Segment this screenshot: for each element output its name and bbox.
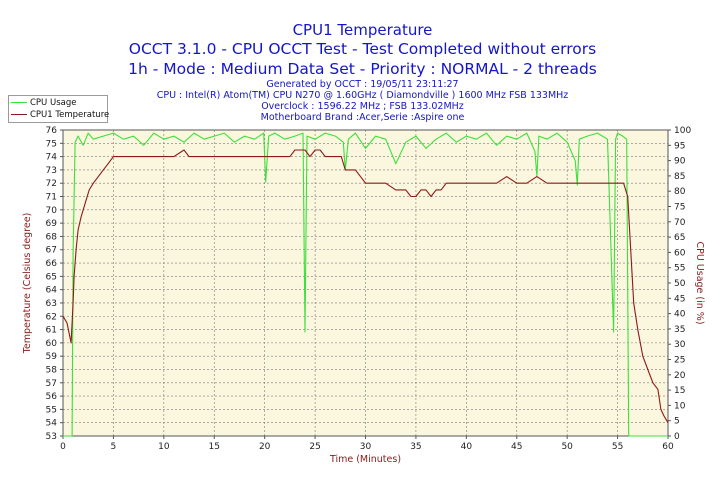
y2-tick-label: 30 (674, 340, 686, 350)
x-tick-label: 55 (612, 442, 623, 452)
x-tick-label: 20 (259, 442, 271, 452)
y-tick-label: 76 (46, 126, 58, 136)
legend-swatch-cpu-usage (11, 102, 27, 103)
x-tick-label: 10 (158, 442, 170, 452)
y-tick-label: 57 (46, 379, 57, 389)
y2-axis-label: CPU Usage (in %) (694, 241, 705, 324)
y-tick-label: 53 (46, 432, 57, 442)
test-mode: 1h - Mode : Medium Data Set - Priority :… (128, 60, 597, 78)
y2-tick-label: 80 (674, 187, 686, 197)
motherboard-info: Motherboard Brand :Acer,Serie :Aspire on… (260, 112, 465, 123)
cpu-info: CPU : Intel(R) Atom(TM) CPU N270 @ 1.60G… (156, 90, 569, 101)
y-tick-label: 67 (46, 246, 57, 256)
legend-entry-cpu1-temperature: CPU1 Temperature (11, 109, 109, 121)
y2-tick-label: 60 (674, 248, 686, 258)
legend-label-cpu-usage: CPU Usage (30, 98, 77, 108)
x-tick-label: 50 (561, 442, 573, 452)
y2-tick-label: 40 (674, 310, 686, 320)
x-tick-label: 5 (111, 442, 117, 452)
y2-tick-label: 85 (674, 172, 685, 182)
chart-title: CPU1 Temperature (292, 21, 433, 39)
axes: 0 5 10 15 20 25 30 35 40 45 50 55 605354555657585960… (46, 126, 692, 452)
y2-tick-label: 20 (674, 371, 686, 381)
x-tick-label: 40 (461, 442, 473, 452)
y2-tick-label: 90 (674, 157, 686, 167)
y-tick-label: 74 (46, 153, 58, 163)
y2-tick-label: 0 (674, 432, 680, 442)
y2-tick-label: 35 (674, 325, 685, 335)
y-tick-label: 70 (46, 206, 58, 216)
y2-tick-label: 70 (674, 218, 686, 228)
x-tick-label: 45 (511, 442, 522, 452)
y2-tick-label: 5 (674, 417, 680, 427)
y2-tick-label: 10 (674, 401, 686, 411)
y2-tick-label: 65 (674, 233, 685, 243)
y2-tick-label: 45 (674, 294, 685, 304)
y-tick-label: 54 (46, 419, 58, 429)
y-tick-label: 72 (46, 179, 57, 189)
legend-entry-cpu-usage: CPU Usage (11, 97, 76, 109)
legend-swatch-cpu1-temperature (11, 114, 27, 115)
y2-tick-label: 75 (674, 203, 685, 213)
chart-header: CPU1 Temperature OCCT 3.1.0 - CPU OCCT T… (0, 0, 725, 123)
y-tick-label: 62 (46, 312, 57, 322)
grid-lines (63, 130, 668, 436)
series-line-cpu1-temperature (62, 149, 669, 423)
y-tick-label: 75 (46, 139, 57, 149)
y-tick-label: 63 (46, 299, 57, 309)
generated-by: Generated by OCCT : 19/05/11 23:11:27 (266, 79, 459, 90)
series-line-cpu-usage (63, 132, 668, 437)
y2-tick-label: 100 (674, 126, 691, 136)
y-tick-label: 61 (46, 326, 57, 336)
y-tick-label: 55 (46, 405, 57, 415)
y2-tick-label: 15 (674, 386, 685, 396)
x-tick-label: 0 (60, 442, 66, 452)
x-tick-label: 25 (309, 442, 320, 452)
overclock-info: Overclock : 1596.22 MHz ; FSB 133.02MHz (261, 101, 464, 112)
x-tick-label: 30 (360, 442, 372, 452)
y2-tick-label: 55 (674, 264, 685, 274)
y2-tick-label: 25 (674, 356, 685, 366)
series-layer (62, 132, 669, 437)
legend-label-cpu1-temperature: CPU1 Temperature (30, 110, 110, 120)
y-tick-label: 66 (46, 259, 58, 269)
y-tick-label: 65 (46, 272, 57, 282)
y-tick-label: 59 (46, 352, 58, 362)
y-tick-label: 58 (46, 365, 58, 375)
x-tick-label: 15 (209, 442, 220, 452)
x-axis-label: Time (Minutes) (329, 454, 401, 465)
y-tick-label: 60 (46, 339, 58, 349)
y2-tick-label: 50 (674, 279, 686, 289)
y-tick-label: 69 (46, 219, 58, 229)
y-tick-label: 56 (46, 392, 58, 402)
x-tick-label: 60 (662, 442, 674, 452)
y-tick-label: 71 (46, 193, 57, 203)
legend: CPU Usage CPU1 Temperature (8, 95, 109, 123)
y-tick-label: 64 (46, 286, 58, 296)
y-axis-label: Temperature (Celsius degree) (22, 213, 33, 355)
y2-tick-label: 95 (674, 141, 685, 151)
y-tick-label: 68 (46, 232, 58, 242)
test-summary: OCCT 3.1.0 - CPU OCCT Test - Test Comple… (128, 40, 597, 58)
x-tick-label: 35 (410, 442, 421, 452)
y-tick-label: 73 (46, 166, 57, 176)
